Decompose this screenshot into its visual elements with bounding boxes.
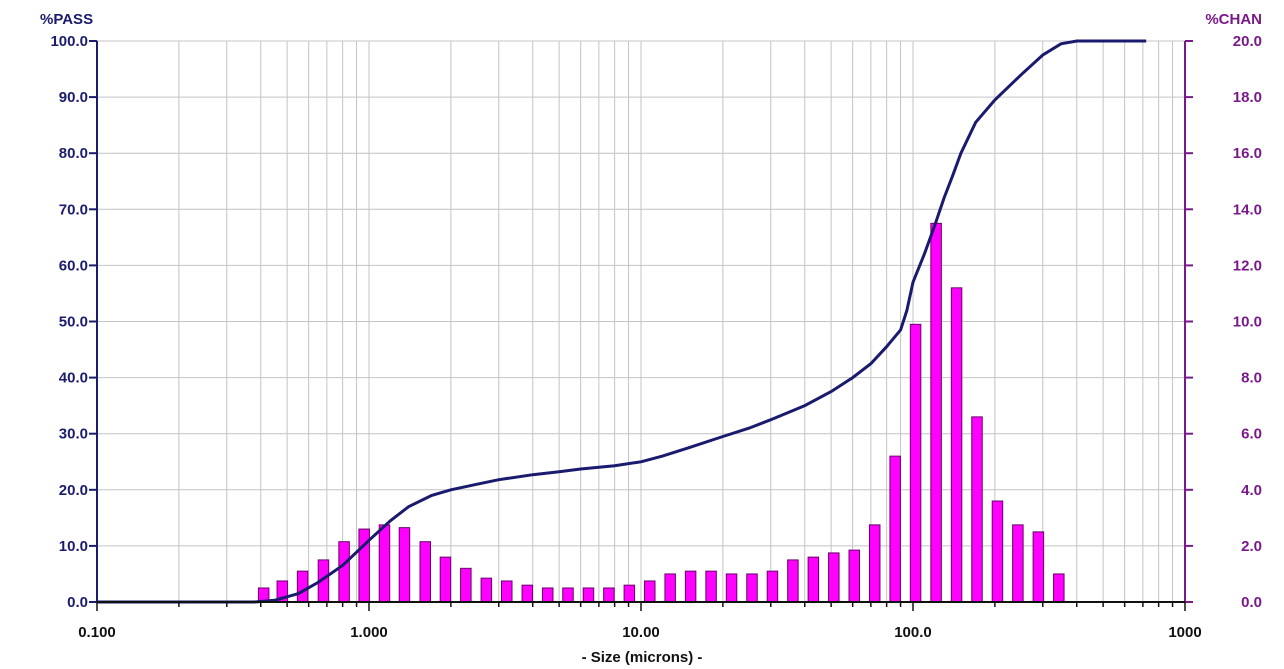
left-axis-title: %PASS bbox=[40, 11, 93, 28]
right-tick-label: 2.0 bbox=[1241, 538, 1262, 555]
left-tick-label: 20.0 bbox=[59, 482, 88, 499]
chan-bars bbox=[257, 222, 1065, 603]
chan-bar bbox=[541, 587, 554, 603]
left-tick-label: 80.0 bbox=[59, 145, 88, 162]
chan-bar bbox=[582, 587, 595, 603]
left-tick-label: 50.0 bbox=[59, 314, 88, 331]
right-tick-label: 10.0 bbox=[1233, 314, 1262, 331]
left-tick-label: 40.0 bbox=[59, 370, 88, 387]
left-tick-label: 0.0 bbox=[67, 594, 88, 611]
chan-bar bbox=[868, 524, 881, 603]
chan-bar bbox=[460, 567, 472, 603]
chan-bar bbox=[1053, 573, 1065, 603]
x-axis-title: - Size (microns) - bbox=[582, 649, 703, 666]
chan-bar bbox=[725, 573, 738, 603]
tick-labels: 0.0 10.0 20.0 30.0 40.0 50.0 60.0 70.0 80.0 90.0 1… bbox=[50, 33, 1262, 641]
left-tick-label: 90.0 bbox=[59, 89, 88, 106]
right-tick-label: 0.0 bbox=[1241, 594, 1262, 611]
x-tick-label: 0.100 bbox=[78, 624, 116, 641]
chan-bar bbox=[521, 584, 534, 603]
chan-bar bbox=[644, 580, 656, 603]
left-tick-label: 60.0 bbox=[59, 257, 88, 274]
right-tick-label: 12.0 bbox=[1233, 257, 1262, 274]
right-tick-label: 16.0 bbox=[1233, 145, 1262, 162]
left-tick-label: 10.0 bbox=[59, 538, 88, 555]
chan-bar bbox=[419, 541, 432, 603]
chan-bar bbox=[766, 570, 779, 603]
chan-bar bbox=[848, 549, 861, 603]
chan-bar bbox=[889, 455, 901, 603]
left-tick-label: 30.0 bbox=[59, 426, 88, 443]
chart-axes bbox=[89, 40, 1193, 611]
chan-bar bbox=[603, 587, 615, 603]
chan-bar bbox=[398, 527, 411, 603]
right-tick-label: 14.0 bbox=[1233, 201, 1262, 218]
chan-bar bbox=[991, 500, 1004, 603]
chan-bar bbox=[501, 580, 513, 603]
chan-bar bbox=[378, 524, 391, 603]
pass-curve-line bbox=[97, 39, 1147, 604]
chan-bar bbox=[787, 559, 799, 603]
chan-bar bbox=[664, 573, 676, 603]
chan-bar bbox=[950, 287, 963, 603]
x-tick-label: 100.0 bbox=[894, 624, 932, 641]
chan-bar bbox=[296, 570, 309, 603]
chan-bar bbox=[338, 541, 350, 603]
chart-grid bbox=[97, 40, 1185, 603]
right-tick-label: 20.0 bbox=[1233, 33, 1262, 50]
x-tick-label: 1000 bbox=[1168, 624, 1201, 641]
chan-bar bbox=[439, 556, 452, 603]
chan-bar bbox=[562, 587, 574, 603]
right-tick-label: 4.0 bbox=[1241, 482, 1262, 499]
right-tick-label: 18.0 bbox=[1233, 89, 1262, 106]
right-axis-title: %CHAN bbox=[1205, 11, 1262, 28]
chan-bar bbox=[623, 584, 636, 603]
chan-bar bbox=[807, 556, 820, 603]
chan-bar bbox=[1012, 524, 1024, 603]
chan-bar bbox=[971, 416, 983, 603]
chan-bar bbox=[684, 570, 697, 603]
chan-bar bbox=[480, 577, 493, 603]
x-tick-label: 1.000 bbox=[350, 624, 388, 641]
left-tick-label: 100.0 bbox=[50, 33, 88, 50]
chan-bar bbox=[1032, 531, 1045, 603]
chan-bar bbox=[828, 552, 840, 603]
right-tick-label: 8.0 bbox=[1241, 370, 1262, 387]
chan-bar bbox=[746, 573, 758, 603]
chan-bar bbox=[909, 323, 922, 603]
left-tick-label: 70.0 bbox=[59, 201, 88, 218]
chan-bar bbox=[930, 222, 942, 603]
x-tick-label: 10.00 bbox=[622, 624, 660, 641]
chan-bar bbox=[705, 570, 717, 603]
right-tick-label: 6.0 bbox=[1241, 426, 1262, 443]
